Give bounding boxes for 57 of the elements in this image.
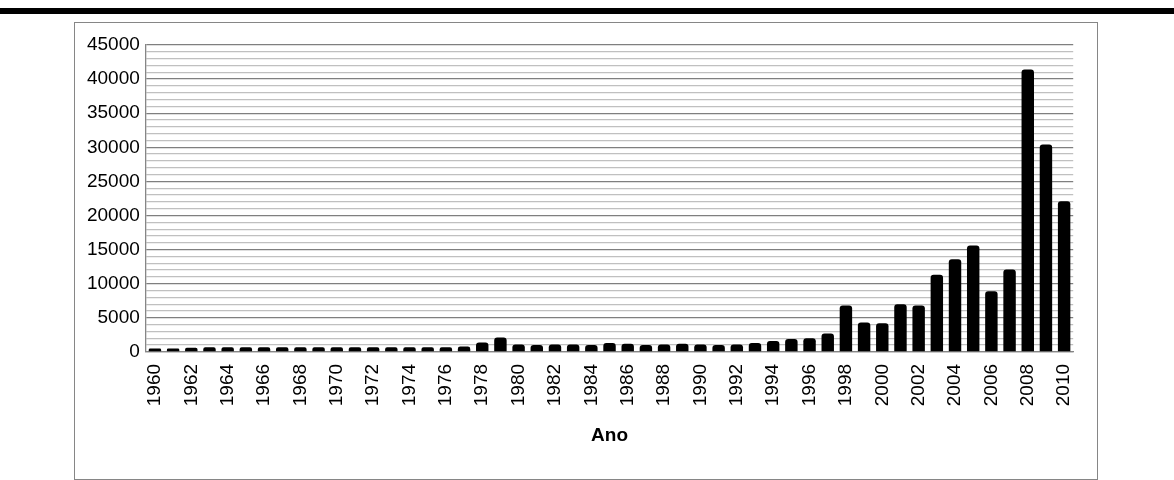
bar bbox=[821, 333, 834, 352]
x-tick-label: 1978 bbox=[470, 363, 492, 407]
x-tick-label: 1986 bbox=[615, 363, 637, 407]
bar bbox=[985, 291, 998, 352]
x-tick-label: 2006 bbox=[979, 363, 1001, 407]
bar bbox=[766, 341, 780, 352]
bar bbox=[1039, 144, 1053, 352]
x-tick-label: 1962 bbox=[179, 363, 201, 407]
y-tick-label: 45000 bbox=[86, 33, 140, 55]
x-tick-label: 1968 bbox=[288, 363, 310, 407]
x-tick-label: 1964 bbox=[215, 363, 237, 407]
bar bbox=[930, 274, 944, 352]
bar bbox=[876, 323, 889, 352]
bar bbox=[476, 342, 489, 352]
bar bbox=[494, 337, 507, 352]
x-tick-label: 2010 bbox=[1052, 363, 1074, 407]
y-tick-label: 30000 bbox=[86, 135, 140, 157]
bar bbox=[857, 322, 871, 352]
x-tick-label: 2002 bbox=[906, 363, 928, 407]
bar bbox=[894, 304, 907, 352]
x-tick-label: 1976 bbox=[434, 363, 456, 407]
x-tick-label: 2004 bbox=[943, 363, 965, 407]
bar bbox=[948, 259, 962, 352]
y-tick-label: 35000 bbox=[86, 101, 140, 123]
y-tick-label: 5000 bbox=[97, 306, 140, 328]
bar bbox=[1003, 269, 1016, 352]
bar bbox=[912, 305, 925, 352]
x-tick-label: 1970 bbox=[325, 363, 346, 407]
y-tick-label: 40000 bbox=[86, 67, 140, 89]
x-tick-label: 1980 bbox=[506, 363, 528, 407]
y-tick-label: 15000 bbox=[86, 237, 140, 259]
bar bbox=[839, 305, 853, 352]
bar bbox=[1057, 201, 1071, 352]
y-tick-label: 10000 bbox=[86, 271, 140, 293]
bar bbox=[785, 338, 798, 352]
bar bbox=[1021, 69, 1034, 352]
y-tick-label: 25000 bbox=[86, 169, 140, 191]
x-tick-label: 1966 bbox=[252, 363, 274, 407]
x-tick-label: 1992 bbox=[725, 363, 747, 407]
x-tick-label: 1960 bbox=[143, 363, 165, 407]
x-axis-title: Ano bbox=[591, 423, 628, 445]
x-tick-label: 1982 bbox=[543, 363, 565, 407]
x-tick-label: 1998 bbox=[834, 363, 856, 407]
x-tick-label: 1990 bbox=[688, 363, 710, 407]
bar bbox=[966, 245, 980, 352]
chart-frame: Ano 1960 1962 1964 1966 1968 1970 1972 1974 1976 1978 1980 1982 1984 1986 1988 1990 1992 1994 1996 1998 2000 2002 2004 2006 2008 2010 0 5000 10000 15000 20000 25000 30000 35000 40000 45000 bbox=[74, 22, 1098, 480]
y-tick-label: 20000 bbox=[86, 203, 140, 225]
bar bbox=[803, 338, 816, 352]
x-tick-label: 1996 bbox=[797, 363, 819, 407]
x-tick-label: 1994 bbox=[761, 363, 783, 407]
y-tick-label: 0 bbox=[129, 340, 140, 362]
x-tick-label: 1984 bbox=[579, 363, 601, 407]
x-tick-label: 2008 bbox=[1015, 363, 1037, 407]
x-tick-label: 1974 bbox=[397, 363, 419, 407]
x-tick-label: 1972 bbox=[361, 363, 383, 407]
x-tick-label: 1988 bbox=[652, 363, 674, 407]
x-tick-label: 2000 bbox=[870, 363, 892, 407]
